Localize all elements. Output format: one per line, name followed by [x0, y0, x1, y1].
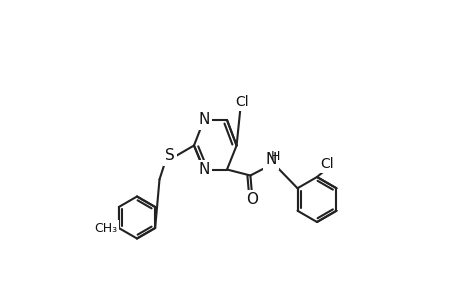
Text: N: N — [198, 162, 209, 177]
Text: O: O — [246, 192, 258, 207]
Text: CH₃: CH₃ — [94, 221, 117, 235]
Text: S: S — [165, 148, 174, 164]
Text: Cl: Cl — [235, 95, 248, 109]
Text: N: N — [265, 152, 276, 167]
Text: N: N — [198, 112, 209, 128]
Text: Cl: Cl — [320, 157, 334, 170]
Text: H: H — [271, 149, 280, 163]
